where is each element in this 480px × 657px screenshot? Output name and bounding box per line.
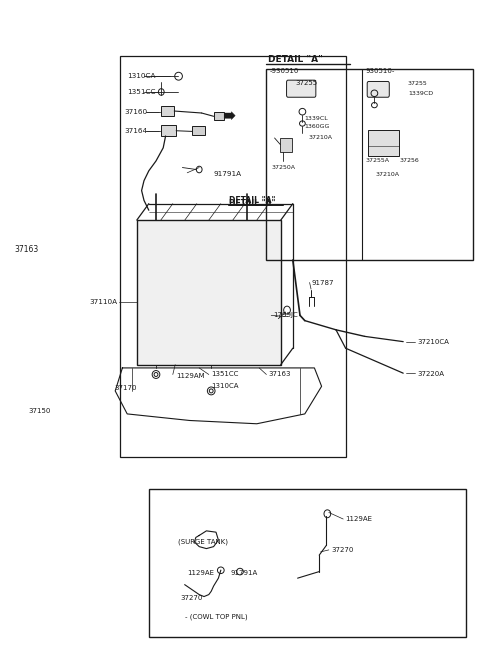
FancyBboxPatch shape — [287, 80, 316, 97]
Bar — [161, 125, 176, 136]
Text: 37220A: 37220A — [418, 371, 444, 378]
Text: 37270: 37270 — [331, 547, 354, 553]
Text: DETAIL "A": DETAIL "A" — [268, 55, 323, 64]
Text: 37164: 37164 — [125, 128, 148, 135]
Bar — [137, 220, 281, 365]
Text: 930510-: 930510- — [366, 68, 395, 74]
Text: 1339CD: 1339CD — [408, 91, 433, 96]
Text: 91791A: 91791A — [230, 570, 258, 576]
Bar — [214, 112, 224, 120]
Text: 37250A: 37250A — [271, 165, 295, 170]
Text: 1129AM: 1129AM — [177, 373, 205, 379]
FancyBboxPatch shape — [367, 81, 389, 97]
Text: 37210A: 37210A — [375, 171, 399, 177]
Text: 1360GG: 1360GG — [305, 124, 330, 129]
Text: 37256: 37256 — [399, 158, 419, 164]
Text: 37170: 37170 — [114, 384, 137, 391]
Text: 1799JC: 1799JC — [274, 312, 299, 319]
Text: DETAIL "A": DETAIL "A" — [229, 199, 276, 208]
Bar — [120, 56, 346, 457]
Bar — [192, 126, 205, 135]
Text: 37160: 37160 — [125, 108, 148, 115]
Text: 1339CL: 1339CL — [305, 116, 328, 121]
Text: 37163: 37163 — [269, 371, 291, 378]
Text: 37110A: 37110A — [89, 299, 118, 306]
Text: 37150: 37150 — [29, 407, 51, 414]
Text: 37210A: 37210A — [308, 135, 332, 141]
Bar — [266, 69, 473, 260]
Text: DETAIL "A": DETAIL "A" — [229, 196, 276, 205]
Text: 37255: 37255 — [408, 81, 428, 86]
Text: 37210CA: 37210CA — [418, 338, 449, 345]
Text: 1310CA: 1310CA — [211, 383, 239, 390]
Text: 1351CC: 1351CC — [127, 89, 156, 95]
Text: 1310CA: 1310CA — [127, 73, 156, 79]
Text: - (COWL TOP PNL): - (COWL TOP PNL) — [185, 613, 247, 620]
Text: 91791A: 91791A — [214, 171, 242, 177]
Text: 37255A: 37255A — [366, 158, 390, 164]
Text: 37270: 37270 — [180, 595, 203, 601]
Text: 1351CC: 1351CC — [211, 371, 239, 378]
Text: 1129AE: 1129AE — [346, 516, 372, 522]
Bar — [149, 489, 466, 637]
FancyArrow shape — [224, 112, 235, 120]
Text: 91787: 91787 — [312, 279, 335, 286]
Text: 37255: 37255 — [295, 80, 317, 87]
Bar — [161, 106, 174, 116]
Text: (SURGE TANK): (SURGE TANK) — [178, 539, 228, 545]
Bar — [280, 138, 292, 152]
Text: 37163: 37163 — [14, 245, 39, 254]
Text: 1129AE: 1129AE — [187, 570, 214, 576]
Bar — [368, 130, 399, 156]
Text: -930510: -930510 — [270, 68, 299, 74]
